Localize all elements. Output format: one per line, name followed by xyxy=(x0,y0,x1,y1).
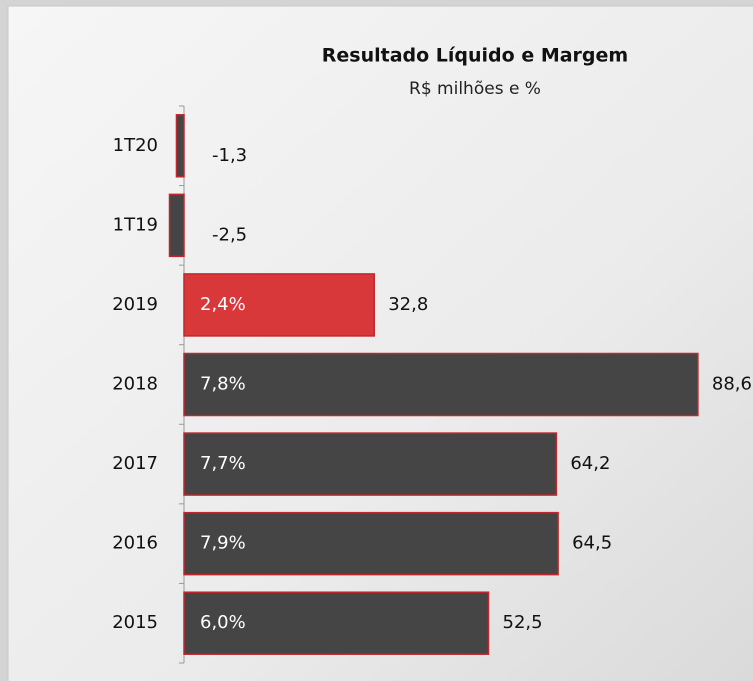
category-label: 2015 xyxy=(112,612,158,633)
bar xyxy=(175,114,185,178)
category-label: 1T19 xyxy=(113,214,158,235)
value-label: 64,5 xyxy=(572,533,612,554)
value-label: 88,6 xyxy=(712,374,752,395)
margin-label: 7,8% xyxy=(200,374,246,395)
category-label: 2018 xyxy=(112,374,158,395)
value-label: 64,2 xyxy=(570,453,610,474)
margin-label: 2,4% xyxy=(200,294,246,315)
panel xyxy=(7,5,753,681)
margin-label: 7,9% xyxy=(200,533,246,554)
value-label: 52,5 xyxy=(503,612,543,633)
value-label: -1,3 xyxy=(212,145,247,166)
bar xyxy=(183,273,375,337)
chart-title: Resultado Líquido e Margem xyxy=(322,45,628,67)
margin-label: 7,7% xyxy=(200,453,246,474)
category-label: 2016 xyxy=(112,533,158,554)
bar xyxy=(183,511,559,576)
margin-label: 6,0% xyxy=(200,612,246,633)
category-label: 2017 xyxy=(112,453,158,474)
bar xyxy=(183,432,558,496)
chart-subtitle: R$ milhões e % xyxy=(409,79,541,99)
bar xyxy=(168,193,185,258)
value-label: 32,8 xyxy=(388,294,428,315)
category-label: 1T20 xyxy=(113,135,158,156)
bar xyxy=(183,352,699,417)
bar xyxy=(183,591,490,655)
category-label: 2019 xyxy=(112,294,158,315)
value-label: -2,5 xyxy=(212,224,247,245)
